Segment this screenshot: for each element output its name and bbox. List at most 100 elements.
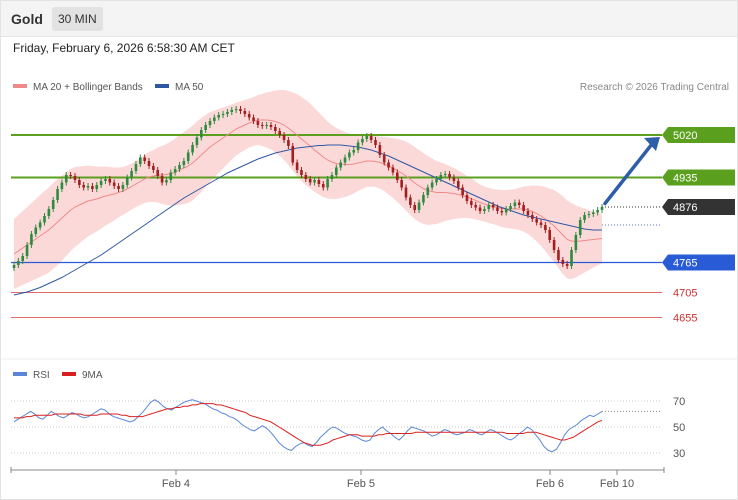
candle-body	[38, 222, 42, 228]
candle	[91, 183, 94, 192]
legend-ma20-swatch	[13, 84, 27, 88]
candle-body	[199, 130, 203, 138]
candle	[260, 122, 264, 129]
candle	[552, 237, 556, 253]
candle-body	[99, 181, 103, 185]
candle-body	[439, 175, 443, 179]
candle-body	[557, 250, 560, 260]
candle	[578, 217, 582, 238]
candle	[474, 202, 477, 211]
candle-body	[321, 184, 325, 188]
legend-rsi: RSI	[33, 370, 50, 381]
candle-body	[21, 256, 25, 261]
rsi-tick-30: 30	[673, 448, 685, 460]
candle	[234, 106, 238, 113]
candle	[130, 168, 133, 181]
legend-rsi-swatch	[13, 372, 27, 376]
candle	[199, 127, 203, 141]
candle	[56, 186, 59, 203]
candle	[17, 258, 20, 268]
candle-body	[526, 211, 530, 215]
candle	[252, 114, 255, 124]
candle	[374, 137, 377, 148]
candle	[60, 179, 64, 192]
candle	[178, 162, 181, 172]
candle-body	[230, 110, 234, 112]
candle-body	[596, 210, 599, 213]
candle-body	[600, 207, 604, 210]
candle	[47, 206, 51, 219]
candle-body	[548, 230, 552, 240]
legend-ma20: MA 20 + Bollinger Bands	[33, 82, 143, 93]
candle	[382, 152, 386, 166]
level-tag-4876	[662, 199, 735, 215]
candle	[544, 222, 547, 233]
candle	[12, 262, 16, 271]
candle	[208, 118, 212, 128]
candle-body	[69, 175, 72, 176]
candle-body	[391, 167, 395, 173]
candle	[213, 114, 216, 124]
ma50-line	[13, 144, 602, 296]
candle-body	[169, 172, 173, 180]
candle	[500, 208, 504, 216]
candle-body	[339, 162, 342, 168]
candle-body	[134, 164, 138, 171]
candle-body	[260, 125, 264, 126]
candle	[186, 149, 190, 164]
timeframe-button[interactable]: 30 MIN	[52, 7, 103, 31]
candle	[557, 247, 560, 263]
time-tick-label: Feb 5	[347, 478, 375, 490]
candle	[160, 173, 164, 186]
rsi-tick-70: 70	[673, 396, 685, 408]
level-tag-4765	[662, 254, 735, 271]
bollinger-band	[14, 90, 602, 289]
candle-body	[587, 214, 591, 215]
candle-body	[465, 195, 469, 201]
candle	[204, 122, 207, 133]
candle-body	[565, 264, 569, 266]
candle-body	[86, 186, 90, 188]
rsi-ma-line	[14, 403, 603, 446]
candle-body	[91, 186, 94, 189]
candle-body	[256, 121, 260, 125]
candle-body	[73, 176, 77, 180]
candle-body	[108, 179, 112, 183]
candle	[369, 133, 373, 143]
candle	[173, 166, 177, 176]
candle-body	[400, 180, 403, 188]
candle	[147, 158, 151, 169]
candle	[591, 209, 595, 217]
candle	[256, 118, 260, 128]
candle-body	[330, 175, 334, 179]
candle	[335, 164, 338, 178]
candle-body	[509, 206, 512, 209]
candle-body	[300, 170, 303, 175]
candle	[539, 219, 543, 228]
candle-body	[204, 125, 207, 130]
candle-body	[413, 205, 417, 210]
candle	[143, 154, 146, 164]
candle-body	[160, 176, 164, 183]
candle-body	[483, 209, 486, 211]
candle	[387, 159, 390, 171]
level-label-4655: 4655	[673, 313, 697, 325]
candle	[51, 197, 55, 212]
copyright: Research © 2026 Trading Central	[580, 82, 729, 93]
candle-body	[282, 135, 286, 140]
candle	[99, 178, 103, 188]
candle	[117, 183, 120, 192]
candle	[395, 169, 399, 183]
candle-body	[395, 172, 399, 180]
candle	[361, 136, 364, 146]
candle-body	[461, 187, 464, 195]
instrument-title: Gold	[11, 11, 43, 27]
candle-body	[544, 225, 547, 230]
candle	[104, 176, 107, 184]
candle	[435, 176, 438, 186]
candle-body	[208, 121, 212, 125]
candle	[78, 177, 81, 188]
candle	[191, 142, 194, 156]
candle	[365, 133, 369, 142]
